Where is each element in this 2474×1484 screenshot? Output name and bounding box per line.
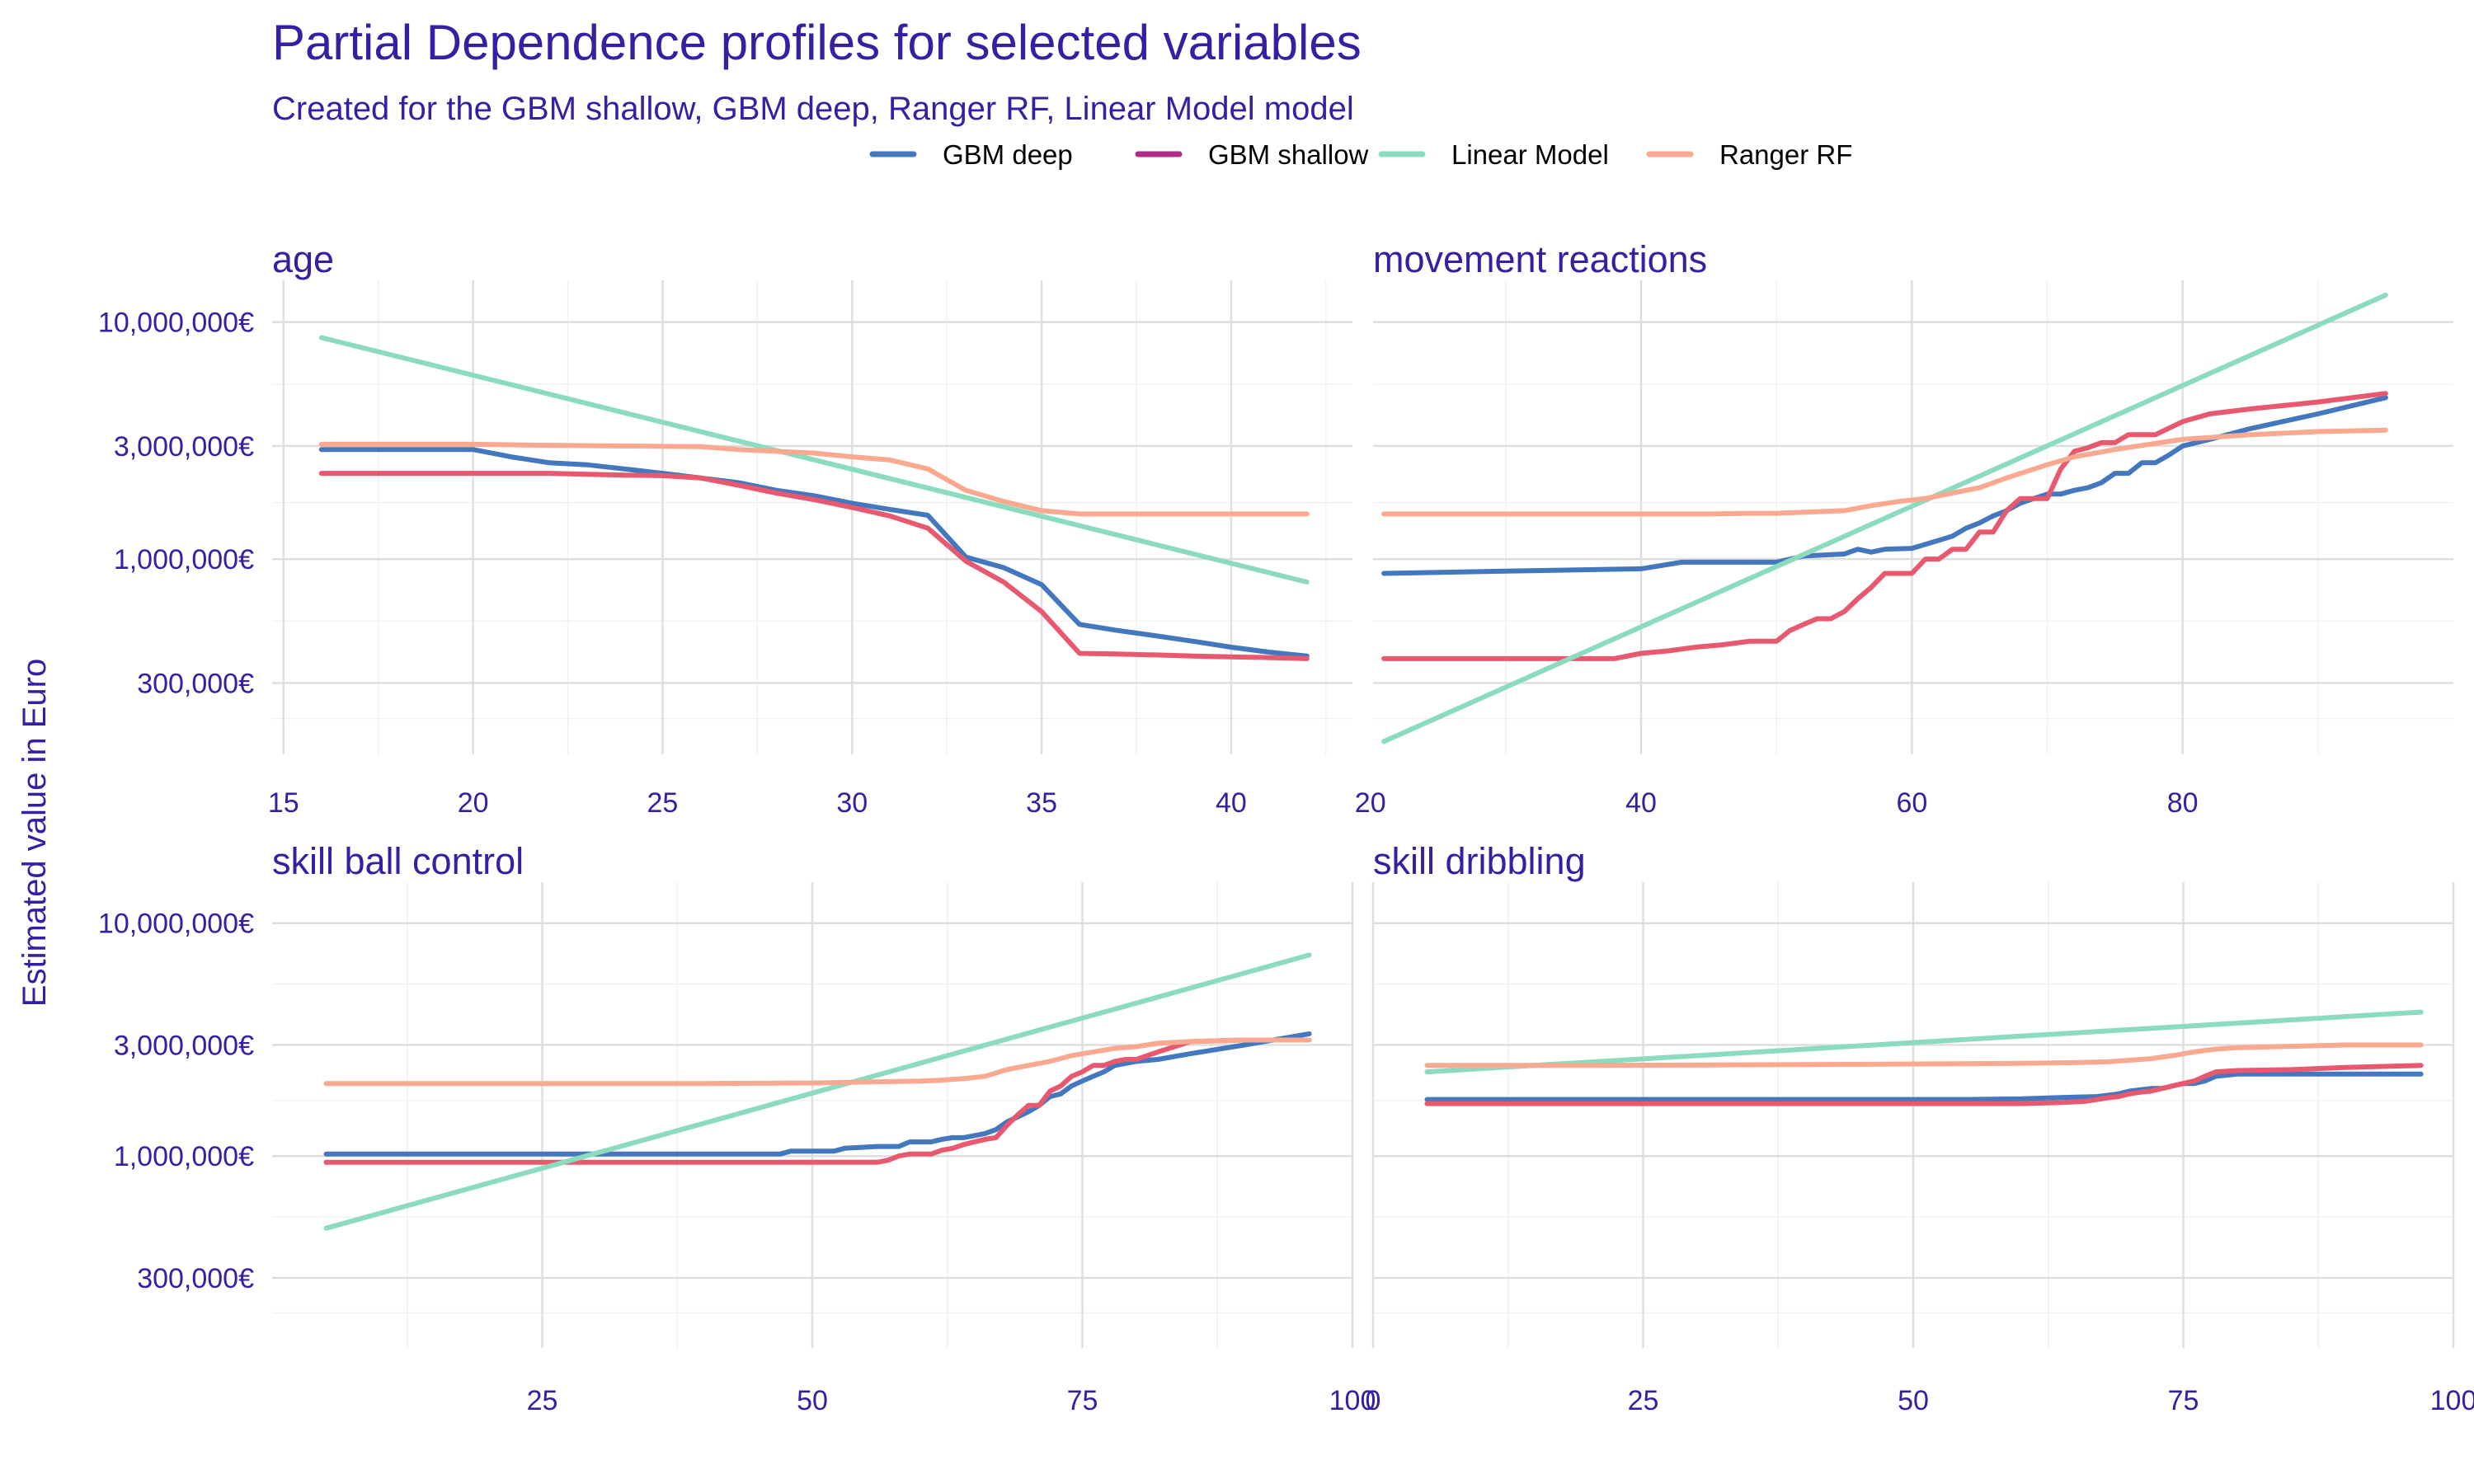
x-tick-label: 75 [1067,1385,1098,1416]
chart-subtitle: Created for the GBM shallow, GBM deep, R… [272,91,1354,127]
x-tick-label: 25 [647,787,679,819]
y-tick-label: 1,000,000€ [114,544,254,575]
legend-item: GBM deep [869,139,1073,170]
legend-item: Ranger RF [1646,139,1852,170]
facet-panel: age 300,000€ 1,000,000€ 3,000,000€ 10,000,00… [98,238,1352,819]
x-tick-label: 80 [2167,787,2199,819]
series-line [323,1037,1312,1087]
y-tick-label: 10,000,000€ [98,909,254,940]
facet-panel: skill ball control 300,000€ 1,000,000€ 3,00… [98,840,1376,1416]
series-line [323,1037,1312,1165]
x-tick-label: 30 [836,787,868,819]
series-line [318,471,1310,661]
x-tick-label: 20 [1355,787,1386,819]
x-tick-label: 40 [1216,787,1247,819]
x-tick-label: 25 [1628,1385,1659,1416]
y-tick-label: 300,000€ [137,668,254,699]
panel-title: skill ball control [272,840,524,882]
x-tick-label: 50 [797,1385,828,1416]
x-tick-label: 35 [1026,787,1057,819]
y-tick-label: 10,000,000€ [98,308,254,339]
facet-panel: skill dribbling 0 25 50 75 100 [1366,840,2474,1416]
series-line [1381,427,2388,517]
facet-panel: movement reactions 20 40 60 80 [1355,238,2453,819]
y-tick-label: 300,000€ [137,1263,254,1294]
legend-label: GBM shallow [1208,139,1369,170]
x-tick-label: 40 [1625,787,1657,819]
series-line [1424,1042,2424,1068]
series-line [1381,292,2388,744]
series-line [1424,1063,2424,1106]
x-tick-label: 60 [1896,787,1927,819]
x-tick-label: 25 [527,1385,558,1416]
x-tick-label: 100 [1329,1385,1376,1416]
x-tick-label: 75 [2168,1385,2199,1416]
legend-label: GBM deep [943,139,1073,170]
y-axis-title: Estimated value in Euro [16,659,53,1007]
series-line [318,447,1310,659]
y-tick-label: 1,000,000€ [114,1141,254,1172]
x-tick-label: 100 [2430,1385,2474,1416]
y-tick-label: 3,000,000€ [114,1030,254,1061]
legend-item: Linear Model [1378,139,1609,170]
legend-label: Linear Model [1451,139,1609,170]
x-tick-label: 50 [1898,1385,1929,1416]
x-tick-label: 0 [1366,1385,1381,1416]
panel-title: age [272,238,334,280]
y-tick-label: 3,000,000€ [114,431,254,463]
x-tick-label: 15 [268,787,299,819]
series-line [318,441,1310,517]
panel-title: skill dribbling [1373,840,1586,882]
series-line [1424,1071,2424,1102]
legend-label: Ranger RF [1719,139,1852,170]
series-line [1381,395,2388,576]
legend-item: GBM shallow [1135,139,1369,170]
chart-title: Partial Dependence profiles for selected… [272,15,1362,70]
panel-title: movement reactions [1373,238,1707,280]
series-line [323,952,1312,1231]
x-tick-label: 20 [458,787,489,819]
legend: GBM deep GBM shallow Linear Model Ranger RF [869,139,1852,170]
series-line [1381,391,2388,661]
series-line [318,335,1310,585]
series-line [323,1031,1312,1157]
series-line [1424,1009,2424,1075]
facet-panels: age 300,000€ 1,000,000€ 3,000,000€ 10,000,00… [98,238,2474,1416]
